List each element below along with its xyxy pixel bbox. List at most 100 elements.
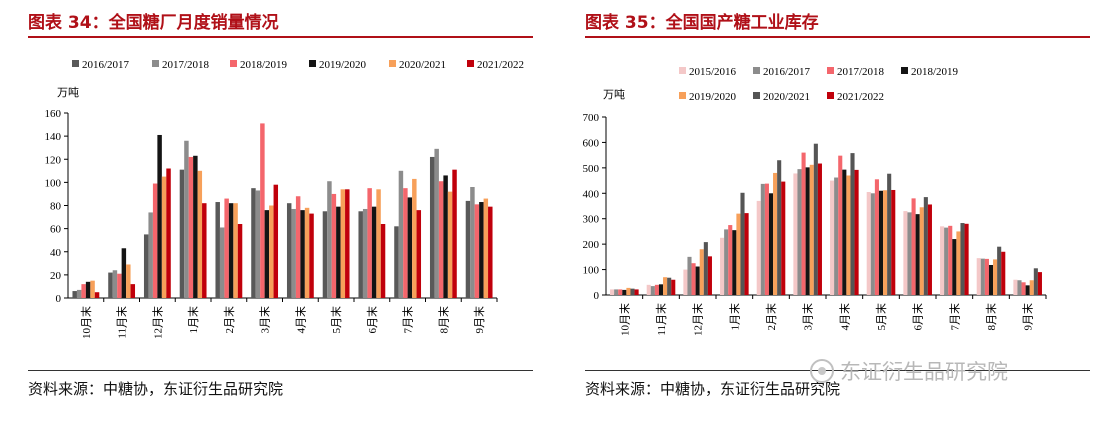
bar-2015-2016-2月末	[756, 200, 761, 295]
source-note: 资料来源：中糖协，东证衍生品研究院	[28, 380, 284, 398]
bar-2019-2020-3月末	[809, 164, 814, 295]
source-rule	[585, 370, 1090, 371]
legend-label: 2017/2018	[837, 66, 885, 78]
bar-2016-2017-8月末	[980, 258, 985, 295]
bar-2021-2022-8月末	[452, 169, 457, 298]
legend-label: 2018/2019	[911, 66, 959, 78]
bar-2018-2019-9月末	[474, 204, 480, 298]
bar-2019-2020-2月末	[228, 203, 234, 298]
bar-2019-2020-6月末	[919, 207, 924, 295]
bar-2016-2017-6月末	[358, 211, 363, 298]
x-tick-label: 1月末	[727, 303, 741, 331]
bar-2015-2016-4月末	[830, 180, 835, 295]
legend-swatch	[467, 60, 474, 67]
bar-2016-2017-9月末	[1017, 280, 1022, 295]
bar-2021-2022-2月末	[781, 181, 786, 295]
bar-2017-2018-9月末	[470, 187, 475, 298]
bar-2017-2018-12月末	[691, 263, 696, 295]
x-tick-label: 6月末	[911, 303, 925, 331]
y-tick-label: 400	[583, 188, 600, 200]
bar-2016-2017-8月末	[429, 156, 435, 298]
bar-2019-2020-4月末	[846, 175, 851, 295]
bar-2015-2016-9月末	[1013, 279, 1018, 295]
legend-swatch	[827, 67, 834, 74]
bar-2018-2019-10月末	[622, 289, 627, 295]
y-tick-label: 140	[45, 131, 62, 143]
x-tick-label: 2月末	[764, 303, 778, 331]
bar-2017-2018-10月末	[76, 289, 82, 298]
x-tick-label: 3月末	[258, 306, 272, 334]
bar-2021-2022-1月末	[202, 203, 207, 298]
bar-2021-2022-11月末	[671, 279, 676, 295]
y-tick-label: 500	[583, 163, 600, 175]
y-axis-unit-label: 万吨	[57, 86, 79, 99]
bar-2020-2021-11月末	[667, 277, 672, 295]
bar-2016-2017-11月末	[108, 272, 113, 298]
x-tick-label: 4月末	[293, 306, 307, 334]
bar-2019-2020-1月末	[736, 213, 741, 295]
bar-2021-2022-1月末	[744, 213, 749, 295]
y-tick-label: 300	[583, 214, 600, 226]
x-tick-label: 5月末	[329, 306, 343, 334]
bar-2018-2019-3月末	[260, 123, 265, 298]
bar-2021-2022-5月末	[891, 189, 896, 295]
chart-title: 图表 34：全国糖厂月度销量情况	[28, 13, 279, 33]
bar-2017-2018-11月末	[112, 270, 118, 298]
legend-swatch	[827, 92, 834, 99]
x-tick-label: 12月末	[150, 306, 164, 339]
bar-2017-2018-7月末	[948, 225, 953, 295]
bar-2020-2021-8月末	[997, 246, 1002, 295]
bar-2020-2021-6月末	[923, 197, 928, 295]
bar-2018-2019-10月末	[81, 284, 86, 299]
bar-2019-2020-7月末	[956, 231, 961, 295]
y-tick-label: 60	[50, 224, 62, 236]
bar-2020-2021-5月末	[340, 189, 346, 298]
bar-2019-2020-4月末	[300, 210, 305, 299]
y-tick-label: 100	[45, 177, 62, 189]
legend-label: 2015/2016	[689, 66, 737, 78]
bar-2019-2020-12月末	[699, 249, 704, 295]
source-note: 资料来源：中糖协，东证衍生品研究院	[585, 380, 841, 398]
y-tick-label: 0	[56, 293, 62, 305]
bar-2020-2021-3月末	[813, 143, 818, 295]
x-tick-label: 7月末	[947, 303, 961, 331]
bar-2018-2019-1月末	[732, 230, 737, 295]
bar-2019-2020-8月末	[993, 259, 998, 295]
y-tick-label: 80	[50, 201, 62, 213]
bar-2016-2017-7月末	[394, 226, 399, 298]
bar-2017-2018-9月末	[1021, 282, 1026, 295]
bar-2016-2017-2月末	[760, 183, 765, 295]
x-tick-label: 3月末	[801, 303, 815, 331]
bar-2015-2016-10月末	[610, 289, 615, 295]
bar-2016-2017-3月末	[251, 188, 256, 298]
y-tick-label: 600	[583, 137, 600, 149]
bar-2020-2021-9月末	[483, 198, 489, 298]
chart-panel-inventory: 图表 35：全国国产糖工业库存 0 100 200 300 400 500 600 700 万吨…	[557, 0, 1093, 423]
legend-swatch	[230, 60, 237, 67]
bar-2018-2019-7月末	[952, 239, 957, 295]
legend-swatch	[679, 92, 686, 99]
bar-2021-2022-2月末	[237, 224, 243, 298]
y-tick-label: 700	[583, 112, 600, 124]
bar-2020-2021-6月末	[376, 189, 381, 298]
bar-2020-2021-8月末	[447, 191, 453, 299]
legend-label: 2019/2020	[689, 91, 737, 103]
bar-2018-2019-1月末	[188, 156, 194, 298]
bar-2016-2017-3月末	[797, 169, 802, 295]
x-tick-label: 12月末	[691, 303, 705, 336]
x-tick-label: 4月末	[837, 303, 851, 331]
y-tick-label: 20	[50, 270, 62, 282]
x-tick-label: 2月末	[222, 306, 236, 334]
chart-panel-sales: 图表 34：全国糖厂月度销量情况 0 20 40 60 80 100 120 140 160 万吨…	[0, 0, 540, 423]
bar-2016-2017-1月末	[724, 229, 729, 295]
x-tick-label: 7月末	[401, 306, 415, 334]
bar-2021-2022-7月末	[964, 223, 969, 295]
bar-2020-2021-3月末	[269, 205, 274, 298]
bar-2021-2022-12月末	[707, 256, 712, 295]
legend-label: 2020/2021	[763, 91, 810, 103]
bar-2020-2021-1月末	[197, 170, 203, 298]
bar-2016-2017-10月末	[614, 289, 619, 295]
bar-2015-2016-7月末	[940, 226, 945, 295]
legend-label: 2019/2020	[319, 59, 367, 71]
bar-2018-2019-11月末	[658, 284, 664, 295]
